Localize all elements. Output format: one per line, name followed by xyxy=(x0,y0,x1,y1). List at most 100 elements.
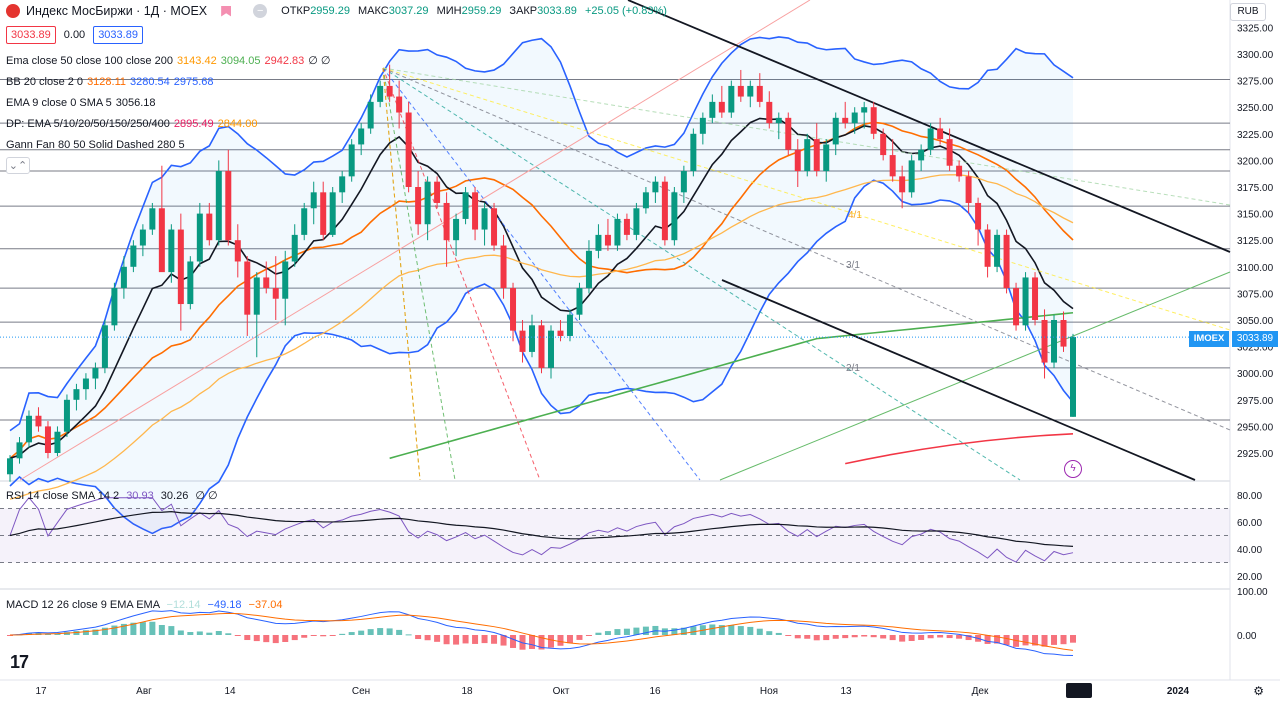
candle-body xyxy=(937,128,944,140)
candle-body xyxy=(994,234,1001,267)
candle-body xyxy=(405,112,412,187)
macd-histogram-bar xyxy=(225,633,232,635)
ema50-line xyxy=(9,174,1074,500)
flag-icon[interactable] xyxy=(221,5,232,17)
macd-histogram-bar xyxy=(481,635,488,644)
spread-value: 0.00 xyxy=(63,29,86,41)
bollinger-upper-line xyxy=(9,36,1074,432)
price-axis-label: 3050.00 xyxy=(1237,316,1274,327)
macd-histogram-bar xyxy=(937,635,944,638)
collapse-icon[interactable]: − xyxy=(253,4,268,18)
indicator-row[interactable]: Gann Fan 80 50 Solid Dashed 280 5 xyxy=(6,139,185,151)
time-axis-label: 17 xyxy=(35,686,47,697)
tradingview-logo-icon[interactable]: 17 xyxy=(10,652,29,672)
macd-histogram-bar xyxy=(823,635,830,641)
legend-toggle-button[interactable]: ⌄⌃ xyxy=(6,157,30,174)
macd-histogram-bar xyxy=(756,628,763,635)
macd-histogram-bar xyxy=(994,635,1001,644)
macd-histogram-bar xyxy=(149,621,156,635)
price-axis-label: 3175.00 xyxy=(1237,183,1274,194)
macd-histogram-bar xyxy=(472,635,479,644)
candle-body xyxy=(1041,320,1048,363)
indicator-row[interactable]: DP: EMA 5/10/20/50/150/250/400 2895.49 284… xyxy=(6,118,257,130)
trend-line-upper xyxy=(627,0,1231,253)
macd-histogram-bar xyxy=(7,635,13,636)
macd-histogram-bar xyxy=(604,631,611,635)
macd-histogram-bar xyxy=(908,635,915,641)
macd-histogram-bar xyxy=(614,629,621,635)
ema9-line xyxy=(9,117,1074,460)
candle-body xyxy=(538,325,545,368)
candle-body xyxy=(472,192,479,230)
price-axis-label: 3225.00 xyxy=(1237,130,1274,141)
macd-histogram-bar xyxy=(709,624,716,635)
macd-histogram-bar xyxy=(529,635,536,649)
macd-histogram-bar xyxy=(434,635,441,642)
candle-body xyxy=(139,229,146,246)
macd-histogram-bar xyxy=(566,635,573,644)
macd-histogram-bar xyxy=(348,632,355,635)
candle-body xyxy=(794,149,801,172)
candle-body xyxy=(870,107,877,134)
macd-axis-label: 100.00 xyxy=(1237,587,1268,598)
moex-logo-icon xyxy=(6,4,20,18)
candle-body xyxy=(585,250,592,289)
candle-body xyxy=(1060,320,1067,347)
macd-histogram-bar xyxy=(244,635,251,641)
indicator-row[interactable]: EMA 9 close 0 SMA 5 3056.18 xyxy=(6,97,156,109)
candle-body xyxy=(965,176,972,203)
macd-histogram-bar xyxy=(880,635,887,639)
symbol-title[interactable]: Индекс МосБиржи · 1Д · MOEX xyxy=(26,4,208,18)
candle-body xyxy=(529,325,536,352)
price-axis-label: 3100.00 xyxy=(1237,263,1274,274)
macd-histogram-bar xyxy=(889,635,896,641)
macd-histogram-bar xyxy=(367,629,374,635)
candle-body xyxy=(557,330,564,336)
candle-body xyxy=(396,96,403,113)
buy-button[interactable]: 3033.89 xyxy=(93,26,143,44)
macd-histogram-bar xyxy=(500,635,507,646)
candle-body xyxy=(301,208,308,235)
time-axis-label: 16 xyxy=(649,686,661,697)
macd-histogram-bar xyxy=(899,635,906,642)
price-axis-label: 3000.00 xyxy=(1237,369,1274,380)
symbol-tag: IMOEX xyxy=(1189,331,1229,347)
indicator-row[interactable]: BB 20 close 2 0 3128.11 3280.54 2975.68 xyxy=(6,76,214,88)
candle-body xyxy=(899,176,906,193)
indicator-row[interactable]: Ema close 50 close 100 close 200 3143.42 3… xyxy=(6,54,330,68)
time-axis-label: 14 xyxy=(224,686,236,697)
candle-body xyxy=(519,330,526,352)
macd-histogram-bar xyxy=(1060,635,1067,645)
candle-body xyxy=(367,101,374,129)
price-axis-label: 3200.00 xyxy=(1237,156,1274,167)
candle-body xyxy=(661,181,668,241)
candle-body xyxy=(462,192,469,219)
alert-bolt-icon[interactable]: ϟ xyxy=(1064,460,1082,478)
candle-body xyxy=(263,277,270,289)
candle-body xyxy=(111,288,118,326)
candle-body xyxy=(168,229,175,273)
macd-histogram-bar xyxy=(139,622,146,635)
currency-selector[interactable]: RUB xyxy=(1230,3,1266,21)
candle-body xyxy=(861,107,868,113)
macd-histogram-bar xyxy=(82,630,89,635)
macd-histogram-bar xyxy=(576,635,583,640)
candle-body xyxy=(272,288,279,299)
last-price-tag: 3033.89 xyxy=(1232,331,1278,347)
ema200-line xyxy=(845,433,1074,465)
candle-body xyxy=(747,85,754,97)
sell-button[interactable]: 3033.89 xyxy=(6,26,56,44)
settings-icon[interactable]: ⚙ xyxy=(1253,684,1264,698)
candle-body xyxy=(1013,288,1020,326)
indicator-value: 3094.05 xyxy=(220,54,261,67)
macd-histogram-bar xyxy=(282,635,289,642)
macd-histogram-bar xyxy=(424,635,431,641)
current-date-marker xyxy=(1066,683,1092,698)
macd-histogram-bar xyxy=(538,635,545,650)
gann-solid-line xyxy=(19,0,811,481)
macd-histogram-bar xyxy=(73,631,80,635)
macd-histogram-bar xyxy=(491,635,498,644)
indicator-value: 3056.18 xyxy=(115,97,156,109)
macd-histogram-bar xyxy=(177,630,184,635)
